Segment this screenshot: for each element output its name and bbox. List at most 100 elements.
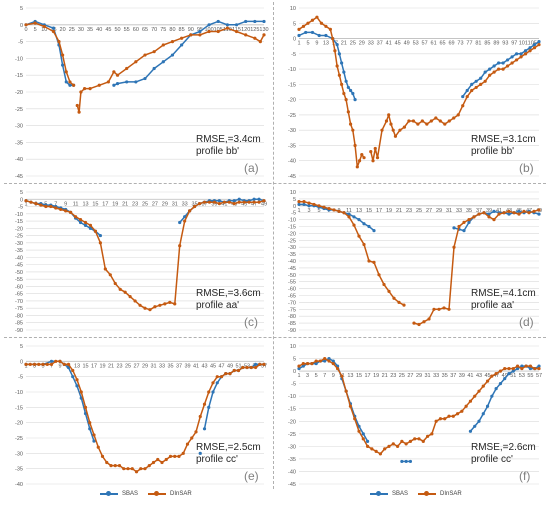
y-tick-label: -70 <box>15 299 23 305</box>
data-point-dinsar <box>519 55 523 59</box>
data-point-dinsar <box>397 300 401 304</box>
data-point-dinsar <box>253 36 257 40</box>
data-point-dinsar <box>122 467 126 471</box>
x-tick-label: 49 <box>404 41 410 47</box>
data-point-dinsar <box>152 50 156 54</box>
data-point-dinsar <box>207 200 212 204</box>
data-point-dinsar <box>138 303 142 307</box>
data-point-dinsar <box>413 437 417 441</box>
data-point-dinsar <box>310 361 314 366</box>
x-tick-label: 5 <box>34 27 37 33</box>
data-point-sbas <box>304 30 308 35</box>
data-point-dinsar <box>512 211 516 215</box>
data-point-dinsar <box>117 464 122 468</box>
legend-left: SBAS DInSAR <box>100 491 192 497</box>
data-point-dinsar <box>106 80 110 84</box>
y-tick-label: -20 <box>15 226 23 232</box>
chart-panel-f: 1050-5-10-15-20-25-30-35-40-451357911131… <box>277 340 545 490</box>
y-tick-label: 5 <box>293 197 296 203</box>
data-point-dinsar <box>515 364 520 368</box>
data-point-dinsar <box>302 200 306 204</box>
data-point-sbas <box>483 70 487 74</box>
data-point-sbas <box>468 429 473 433</box>
data-point-dinsar <box>64 209 68 213</box>
data-point-dinsar <box>51 29 56 34</box>
data-point-dinsar <box>481 384 485 388</box>
data-point-dinsar <box>391 442 395 446</box>
data-point-dinsar <box>472 215 476 219</box>
data-point-sbas <box>337 52 341 56</box>
y-tick-label: -40 <box>15 157 23 163</box>
panel-label: (d) <box>519 315 534 329</box>
data-point-dinsar <box>387 444 391 448</box>
data-point-dinsar <box>400 439 404 443</box>
y-tick-label: -50 <box>288 273 296 279</box>
series-line-dinsar <box>299 200 405 306</box>
data-point-dinsar <box>517 212 521 216</box>
data-point-dinsar <box>333 49 337 53</box>
x-tick-label: 19 <box>373 373 379 379</box>
data-point-sbas <box>314 361 318 366</box>
data-point-sbas <box>361 432 365 436</box>
data-point-dinsar <box>477 389 481 393</box>
data-point-dinsar <box>181 451 185 455</box>
x-tick-label: 37 <box>201 201 207 207</box>
data-point-dinsar <box>133 299 137 303</box>
data-point-sbas <box>327 356 331 361</box>
y-tick-label: -5 <box>291 382 296 388</box>
y-tick-label: 5 <box>20 344 23 350</box>
data-point-dinsar <box>262 199 266 203</box>
data-point-dinsar <box>75 378 79 382</box>
x-tick-label: 17 <box>376 208 382 214</box>
x-tick-label: 27 <box>152 201 158 207</box>
x-tick-label: 37 <box>450 373 456 379</box>
data-point-sbas <box>217 199 221 203</box>
legend-sbas-marker <box>106 491 111 496</box>
data-point-sbas <box>347 212 351 216</box>
legend-sbas-swatch <box>370 491 388 496</box>
data-point-sbas <box>348 88 353 93</box>
x-tick-label: 45 <box>241 201 247 207</box>
x-tick-label: 40 <box>96 27 102 33</box>
y-tick-label: -25 <box>288 238 296 244</box>
y-tick-label: -10 <box>15 212 23 218</box>
data-point-dinsar <box>498 369 503 373</box>
data-point-dinsar <box>490 374 494 378</box>
data-point-dinsar <box>194 430 198 434</box>
y-tick-label: -5 <box>291 211 296 217</box>
x-tick-label: 9 <box>332 373 335 379</box>
data-point-sbas <box>467 220 471 224</box>
x-tick-label: 19 <box>99 363 105 369</box>
data-point-dinsar <box>100 454 105 458</box>
data-point-sbas <box>207 405 211 409</box>
data-point-dinsar <box>528 364 533 368</box>
data-point-dinsar <box>262 362 266 366</box>
data-point-sbas <box>479 76 483 80</box>
data-point-dinsar <box>115 73 120 77</box>
x-tick-label: 15 <box>92 201 98 207</box>
data-point-dinsar <box>202 200 207 204</box>
data-point-dinsar <box>54 206 58 210</box>
x-tick-label: 33 <box>159 363 165 369</box>
data-point-dinsar <box>411 119 415 123</box>
y-tick-label: 5 <box>20 6 23 12</box>
data-point-dinsar <box>384 119 389 123</box>
x-tick-label: 5 <box>41 363 44 369</box>
data-point-dinsar <box>317 204 321 208</box>
x-tick-label: 33 <box>433 373 439 379</box>
panel-label: (b) <box>519 161 534 175</box>
data-point-dinsar <box>408 439 413 443</box>
data-point-dinsar <box>108 273 112 277</box>
data-point-dinsar <box>178 244 182 248</box>
data-point-sbas <box>365 439 370 443</box>
data-point-dinsar <box>198 33 202 37</box>
data-point-dinsar <box>262 33 266 37</box>
data-point-dinsar <box>232 368 236 373</box>
data-point-dinsar <box>438 417 443 421</box>
x-tick-label: 65 <box>142 27 148 33</box>
data-point-dinsar <box>429 119 433 123</box>
y-tick-label: -65 <box>288 294 296 300</box>
data-point-dinsar <box>365 444 370 448</box>
data-point-dinsar <box>470 88 474 93</box>
x-tick-label: 21 <box>122 201 128 207</box>
